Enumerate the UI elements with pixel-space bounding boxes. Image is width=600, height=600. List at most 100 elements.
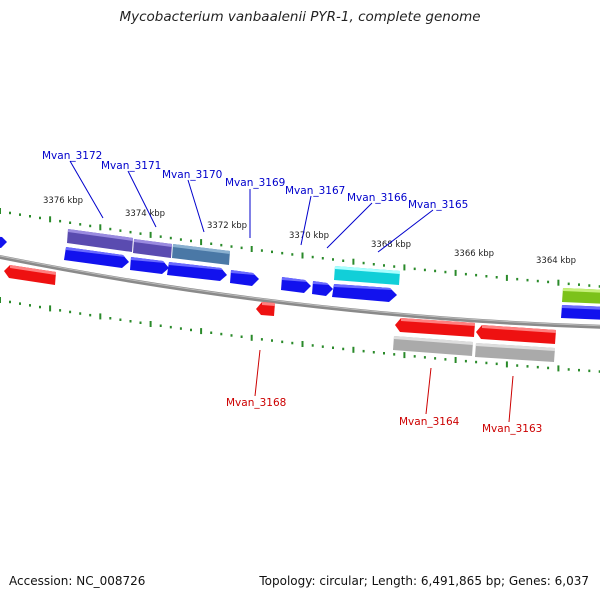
gene-arrow-reverse[interactable]: [395, 318, 475, 337]
scale-label: 3376 kbp: [43, 196, 83, 206]
minor-tick-mark: [362, 349, 365, 353]
minor-tick-mark: [372, 351, 375, 354]
minor-tick-mark: [332, 346, 334, 349]
minor-tick-mark: [362, 261, 365, 265]
minor-tick-mark: [109, 227, 112, 231]
major-tick-mark: [505, 274, 508, 281]
minor-tick-mark: [119, 229, 122, 232]
major-tick-mark: [454, 357, 457, 363]
minor-tick-mark: [109, 317, 112, 320]
gene-label-mvan-3167[interactable]: Mvan_3167: [285, 185, 345, 197]
major-tick-mark: [250, 334, 253, 341]
gene-label-mvan-3172[interactable]: Mvan_3172: [42, 150, 102, 162]
minor-tick-mark: [129, 320, 132, 323]
major-tick-mark: [0, 208, 1, 214]
gene-arrow-reverse[interactable]: [476, 325, 556, 344]
gene-label-mvan-3164[interactable]: Mvan_3164: [399, 416, 460, 428]
minor-tick-mark: [29, 215, 31, 218]
major-tick-mark: [301, 252, 304, 259]
minor-tick-mark: [79, 223, 82, 226]
minor-tick-mark: [39, 305, 41, 309]
minor-tick-mark: [332, 258, 334, 261]
minor-tick-mark: [567, 282, 570, 286]
feature-block-purple-1[interactable]: [67, 229, 133, 252]
gene-arrow-forward[interactable]: [64, 247, 129, 268]
minor-tick-mark: [220, 243, 223, 247]
gene-arrow-reverse[interactable]: [256, 302, 275, 316]
minor-tick-mark: [139, 232, 142, 235]
minor-tick-mark: [119, 318, 122, 321]
minor-tick-mark: [19, 213, 21, 216]
minor-tick-mark: [79, 312, 82, 315]
map-title: Mycobacterium vanbaalenii PYR-1, complet…: [119, 9, 481, 25]
minor-tick-mark: [271, 339, 273, 342]
major-tick-mark: [403, 264, 406, 271]
gene-label-mvan-3165[interactable]: Mvan_3165: [408, 199, 468, 211]
major-tick-mark: [99, 224, 102, 231]
minor-tick-mark: [526, 365, 529, 368]
minor-tick-mark: [311, 255, 314, 259]
minor-tick-mark: [342, 347, 345, 351]
scale-label: 3370 kbp: [289, 231, 329, 241]
gene-arrow-forward[interactable]: [561, 305, 600, 320]
gene-label-mvan-3169[interactable]: Mvan_3169: [225, 177, 285, 189]
major-tick-mark: [149, 231, 152, 238]
gene-label-mvan-3171[interactable]: Mvan_3171: [101, 160, 161, 172]
minor-tick-mark: [567, 368, 570, 371]
minor-tick-mark: [169, 236, 172, 240]
minor-tick-mark: [220, 332, 223, 336]
gene-label-mvan-3163[interactable]: Mvan_3163: [482, 423, 542, 435]
minor-tick-mark: [321, 257, 324, 260]
minor-tick-mark: [485, 361, 488, 365]
feature-block-steel[interactable]: [172, 244, 230, 265]
feature-block-green[interactable]: [562, 288, 600, 304]
minor-tick-mark: [464, 272, 467, 276]
major-tick-mark: [149, 321, 152, 327]
gene-label-mvan-3168[interactable]: Mvan_3168: [226, 397, 286, 409]
feature-block-gray-1[interactable]: [393, 336, 473, 356]
label-leader-lines-red: [254, 349, 514, 423]
minor-tick-mark: [383, 352, 385, 355]
major-tick-mark: [505, 361, 508, 368]
gene-arrow-forward[interactable]: [167, 262, 227, 281]
major-tick-mark: [403, 352, 406, 359]
major-tick-mark: [250, 246, 253, 252]
major-tick-mark: [557, 279, 560, 286]
minor-tick-mark: [393, 353, 396, 356]
major-tick-mark: [454, 269, 457, 276]
minor-tick-mark: [281, 340, 284, 344]
minor-tick-mark: [230, 245, 233, 248]
gene-arrow-forward[interactable]: [332, 284, 397, 302]
gene-arrow-forward[interactable]: [230, 270, 259, 286]
minor-tick-mark: [210, 331, 213, 334]
gene-arrow-reverse[interactable]: [4, 265, 56, 285]
gene-arrow-forward[interactable]: [281, 277, 311, 293]
minor-tick-mark: [240, 246, 243, 250]
lower-scale-ticks: [0, 297, 600, 373]
minor-tick-mark: [423, 268, 426, 272]
minor-tick-mark: [230, 334, 233, 337]
minor-tick-mark: [475, 360, 478, 364]
minor-tick-mark: [291, 253, 294, 256]
gene-label-mvan-3170[interactable]: Mvan_3170: [162, 169, 222, 181]
minor-tick-mark: [190, 328, 192, 332]
minor-tick-mark: [179, 327, 182, 330]
minor-tick-mark: [240, 335, 243, 338]
gene-label-mvan-3166[interactable]: Mvan_3166: [347, 192, 408, 204]
feature-block-gray-2[interactable]: [475, 343, 555, 362]
minor-tick-mark: [59, 219, 62, 223]
minor-tick-mark: [159, 235, 162, 238]
gene-arrow-forward[interactable]: [130, 257, 169, 274]
gene-arrow-forward[interactable]: [312, 281, 333, 296]
minor-tick-mark: [383, 264, 385, 267]
minor-tick-mark: [588, 284, 591, 287]
feature-block-cyan[interactable]: [334, 266, 400, 285]
minor-tick-mark: [588, 369, 591, 373]
label-leader-lines: [69, 160, 434, 253]
minor-tick-mark: [598, 370, 600, 373]
minor-tick-mark: [434, 269, 437, 273]
minor-tick-mark: [9, 300, 11, 304]
feature-block-purple-2[interactable]: [133, 239, 172, 258]
minor-tick-mark: [291, 341, 294, 345]
gene-arrow-forward[interactable]: [0, 236, 7, 248]
